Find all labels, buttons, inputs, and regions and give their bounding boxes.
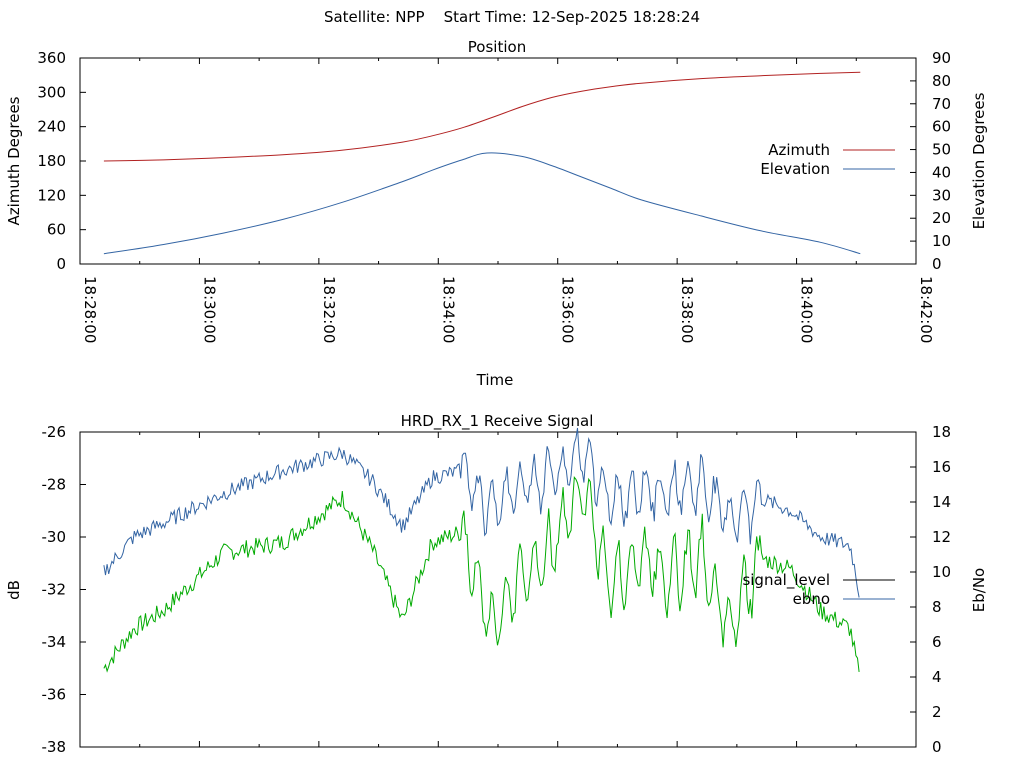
y2-tick-label: 4 xyxy=(932,668,942,686)
y2-tick-label: 60 xyxy=(932,118,951,136)
position-series xyxy=(103,71,861,255)
y2-tick-label: 90 xyxy=(932,49,951,67)
y2-tick-label: 0 xyxy=(932,738,942,756)
y2-tick-label: 50 xyxy=(932,141,951,159)
y2-tick-label: 6 xyxy=(932,633,942,651)
y-tick-label: 360 xyxy=(37,49,66,67)
position-panel: Position 0 60 120 180 240 300 360 0 10 20 30 40 50 6… xyxy=(5,38,988,389)
db-axis-label: dB xyxy=(5,580,23,600)
elevation-axis: 0 10 20 30 40 50 60 70 80 90 xyxy=(910,49,951,273)
y-tick-label: -32 xyxy=(42,581,67,599)
y-tick-label: -38 xyxy=(42,738,67,756)
y2-tick-label: 16 xyxy=(932,458,951,476)
receive-signal-series xyxy=(103,427,860,673)
y-tick-label: 300 xyxy=(37,83,66,101)
x-tick-label: 18:30:00 xyxy=(200,276,218,343)
y2-tick-label: 18 xyxy=(932,423,951,441)
x-tick-label: 18:40:00 xyxy=(798,276,816,343)
azimuth-axis: 0 60 120 180 240 300 360 xyxy=(37,49,86,273)
series-line-ebno xyxy=(103,427,860,598)
elevation-axis-label: Elevation Degrees xyxy=(970,92,988,229)
y-tick-label: 60 xyxy=(47,221,66,239)
receive-signal-title: HRD_RX_1 Receive Signal xyxy=(401,412,594,431)
y-tick-label: -34 xyxy=(42,633,67,651)
y2-tick-label: 30 xyxy=(932,186,951,204)
x-tick-label: 18:36:00 xyxy=(559,276,577,343)
y-tick-label: 120 xyxy=(37,186,66,204)
y2-tick-label: 12 xyxy=(932,528,951,546)
ebno-axis-label: Eb/No xyxy=(970,568,988,612)
y2-tick-label: 8 xyxy=(932,598,942,616)
time-axis-label: Time xyxy=(476,371,514,389)
y-tick-label: -26 xyxy=(42,423,67,441)
y2-tick-label: 0 xyxy=(932,255,942,273)
x-tick-label: 18:42:00 xyxy=(917,276,935,343)
y-tick-label: -30 xyxy=(42,528,67,546)
legend-label: Azimuth xyxy=(768,141,830,159)
time-axis: 18:28:00 18:30:00 18:32:00 18:34:00 18:36:00… xyxy=(79,58,935,343)
legend-label: ebno xyxy=(793,590,830,608)
y-tick-label: -28 xyxy=(42,476,67,494)
page-header: Satellite: NPP Start Time: 12-Sep-2025 1… xyxy=(324,8,700,26)
series-line-elevation xyxy=(103,152,861,255)
y2-tick-label: 80 xyxy=(932,72,951,90)
x-tick-label: 18:28:00 xyxy=(81,276,99,343)
y2-tick-label: 14 xyxy=(932,493,951,511)
ebno-axis: 0 2 4 6 8 10 12 14 16 18 xyxy=(910,423,951,756)
x-tick-label: 18:32:00 xyxy=(320,276,338,343)
series-line-signal-level xyxy=(103,475,860,673)
y2-tick-label: 40 xyxy=(932,163,951,181)
y2-tick-label: 10 xyxy=(932,563,951,581)
y-tick-label: 240 xyxy=(37,118,66,136)
y2-tick-label: 70 xyxy=(932,95,951,113)
y-tick-label: 180 xyxy=(37,152,66,170)
receive-signal-plot-frame xyxy=(79,431,917,748)
legend-label: Elevation xyxy=(760,160,830,178)
time-axis-bottom xyxy=(79,432,917,747)
db-axis: -38 -36 -34 -32 -30 -28 -26 xyxy=(42,423,86,756)
y2-tick-label: 2 xyxy=(932,703,942,721)
legend-label: signal_level xyxy=(742,571,830,590)
y2-tick-label: 10 xyxy=(932,232,951,250)
y-tick-label: -36 xyxy=(42,686,67,704)
x-tick-label: 18:34:00 xyxy=(439,276,457,343)
position-title: Position xyxy=(468,38,526,56)
y-tick-label: 0 xyxy=(56,255,66,273)
x-tick-label: 18:38:00 xyxy=(678,276,696,343)
azimuth-axis-label: Azimuth Degrees xyxy=(5,96,23,225)
receive-signal-panel: HRD_RX_1 Receive Signal -38-36-34-32-30-… xyxy=(5,412,988,756)
series-line-azimuth xyxy=(103,71,861,162)
y2-tick-label: 20 xyxy=(932,209,951,227)
